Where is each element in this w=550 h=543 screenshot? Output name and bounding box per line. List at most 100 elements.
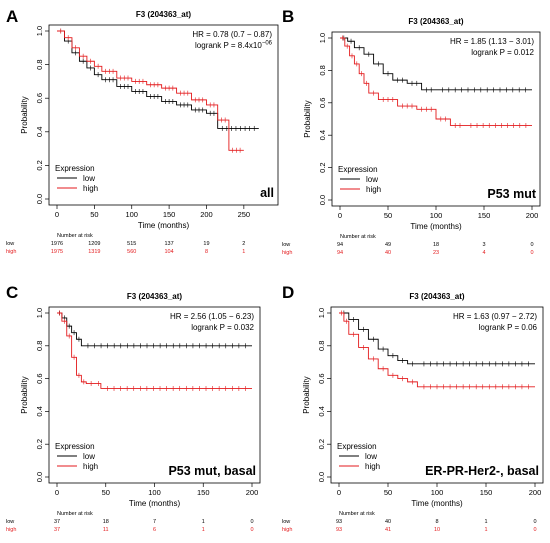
risk-count-low: 40 bbox=[385, 519, 391, 525]
risk-count-low: 93 bbox=[336, 519, 342, 525]
risk-row-label-low: low bbox=[6, 519, 14, 525]
legend-title: Expression bbox=[338, 165, 378, 174]
y-axis-label: Probability bbox=[302, 376, 311, 413]
panel-c: C F3 (204363_at)0.00.20.40.60.81.00 50 100 1… bbox=[6, 283, 261, 533]
risk-row-label-high: high bbox=[282, 250, 292, 256]
panel-b: B F3 (204363_at) 0.0 0.2 0.4 0.6 0.8 1.0 0 50 100 1… bbox=[282, 7, 541, 256]
logrank-p: logrank P = 0.012 bbox=[471, 48, 534, 57]
y-tick-label: 0.6 bbox=[317, 373, 326, 383]
y-tick-label: 0.4 bbox=[317, 406, 326, 416]
risk-count-high: 23 bbox=[433, 250, 439, 256]
hazard-ratio: HR = 1.85 (1.13 − 3.01) bbox=[450, 37, 534, 46]
logrank-text: logrank P = 0.032 bbox=[191, 323, 254, 332]
risk-count-high: 1 bbox=[202, 527, 205, 533]
x-tick-label: 200 bbox=[526, 211, 539, 220]
logrank-text: logrank P = 0.012 bbox=[471, 48, 534, 57]
x-tick-label: 150 bbox=[480, 488, 493, 497]
legend-label-low: low bbox=[366, 175, 378, 184]
hazard-ratio: HR = 1.63 (0.97 − 2.72) bbox=[453, 312, 537, 321]
risk-table-header: Number at risk bbox=[57, 233, 93, 239]
km-curve-low bbox=[340, 37, 532, 91]
x-tick-label: 150 bbox=[478, 211, 491, 220]
logrank-exponent: −06 bbox=[262, 41, 273, 47]
x-axis-label: Time (months) bbox=[129, 499, 181, 508]
risk-count-high: 11 bbox=[103, 527, 109, 533]
panel-title: F3 (204363_at) bbox=[408, 17, 463, 26]
y-tick-label: 0.6 bbox=[35, 373, 44, 383]
y-tick-label: 0.2 bbox=[318, 162, 327, 172]
risk-count-high: 10 bbox=[434, 527, 440, 533]
legend-label-high: high bbox=[83, 184, 98, 193]
x-tick-label: 100 bbox=[148, 488, 161, 497]
x-tick-label: 50 bbox=[384, 488, 392, 497]
panel-subtitle: P53 mut bbox=[487, 187, 536, 201]
risk-table-header: Number at risk bbox=[340, 234, 376, 240]
x-tick-label: 150 bbox=[163, 210, 176, 219]
y-tick-label: 0.2 bbox=[317, 439, 326, 449]
risk-table-header: Number at risk bbox=[339, 511, 375, 517]
x-tick-label: 150 bbox=[197, 488, 210, 497]
risk-row-label-low: low bbox=[282, 519, 290, 525]
y-tick-label: 0.0 bbox=[35, 472, 44, 482]
x-tick-label: 200 bbox=[246, 488, 259, 497]
y-tick-label: 0.4 bbox=[35, 406, 44, 416]
y-tick-label: 0.4 bbox=[35, 127, 44, 137]
panel-subtitle: ER-PR-Her2-, basal bbox=[425, 464, 539, 478]
risk-count-high: 1319 bbox=[88, 249, 100, 255]
risk-count-low: 1976 bbox=[51, 241, 63, 247]
x-tick-label: 50 bbox=[102, 488, 110, 497]
risk-row-label-low: low bbox=[6, 241, 14, 247]
risk-count-low: 0 bbox=[530, 242, 533, 248]
x-axis-label: Time (months) bbox=[138, 221, 190, 230]
risk-count-low: 8 bbox=[435, 519, 438, 525]
risk-count-low: 137 bbox=[165, 241, 174, 247]
panel-letter: C bbox=[6, 283, 18, 302]
panel-subtitle: all bbox=[260, 186, 274, 200]
plot-frame bbox=[330, 306, 544, 484]
risk-count-low: 3 bbox=[482, 242, 485, 248]
x-tick-label: 100 bbox=[430, 211, 443, 220]
risk-count-high: 560 bbox=[127, 249, 136, 255]
panel-title: F3 (204363_at) bbox=[409, 292, 464, 301]
risk-count-low: 1 bbox=[202, 519, 205, 525]
risk-count-high: 1 bbox=[484, 527, 487, 533]
x-tick-label: 250 bbox=[238, 210, 251, 219]
plot-frame bbox=[48, 306, 261, 484]
panel-a: A F3 (204363_at) 0.0 0.2 0.4 0.6 0.8 1.0 0 50 100 1… bbox=[6, 7, 279, 255]
risk-count-high: 40 bbox=[385, 250, 391, 256]
legend-label-high: high bbox=[365, 462, 380, 471]
km-curve-high bbox=[339, 312, 535, 388]
legend-label-high: high bbox=[366, 185, 381, 194]
risk-count-low: 2 bbox=[242, 241, 245, 247]
risk-count-low: 1 bbox=[484, 519, 487, 525]
legend-title: Expression bbox=[55, 164, 95, 173]
logrank-p: logrank P = 8.4x10−06 bbox=[195, 41, 273, 51]
y-tick-label: 0.2 bbox=[35, 439, 44, 449]
y-tick-label: 0.0 bbox=[317, 472, 326, 482]
legend-label-high: high bbox=[83, 462, 98, 471]
risk-row-label-low: low bbox=[282, 242, 290, 248]
risk-count-low: 515 bbox=[127, 241, 136, 247]
km-curve-high bbox=[57, 30, 244, 151]
x-tick-label: 0 bbox=[55, 210, 59, 219]
km-curve-high bbox=[340, 37, 532, 126]
risk-count-high: 37 bbox=[54, 527, 60, 533]
risk-count-high: 93 bbox=[336, 527, 342, 533]
legend-title: Expression bbox=[55, 442, 95, 451]
logrank-p: logrank P = 0.06 bbox=[479, 323, 538, 332]
risk-table-header: Number at risk bbox=[57, 511, 93, 517]
risk-count-low: 0 bbox=[533, 519, 536, 525]
x-tick-label: 100 bbox=[125, 210, 138, 219]
y-axis-label: Probability bbox=[20, 376, 29, 413]
y-axis-label: Probability bbox=[303, 100, 312, 137]
km-curve-high bbox=[57, 312, 252, 389]
y-tick-label: 0.6 bbox=[318, 98, 327, 108]
x-tick-label: 0 bbox=[338, 211, 342, 220]
risk-count-low: 7 bbox=[153, 519, 156, 525]
x-tick-label: 50 bbox=[90, 210, 98, 219]
risk-count-high: 6 bbox=[153, 527, 156, 533]
hazard-ratio: HR = 2.56 (1.05 − 6.23) bbox=[170, 312, 254, 321]
risk-count-high: 1 bbox=[242, 249, 245, 255]
x-tick-label: 200 bbox=[200, 210, 213, 219]
